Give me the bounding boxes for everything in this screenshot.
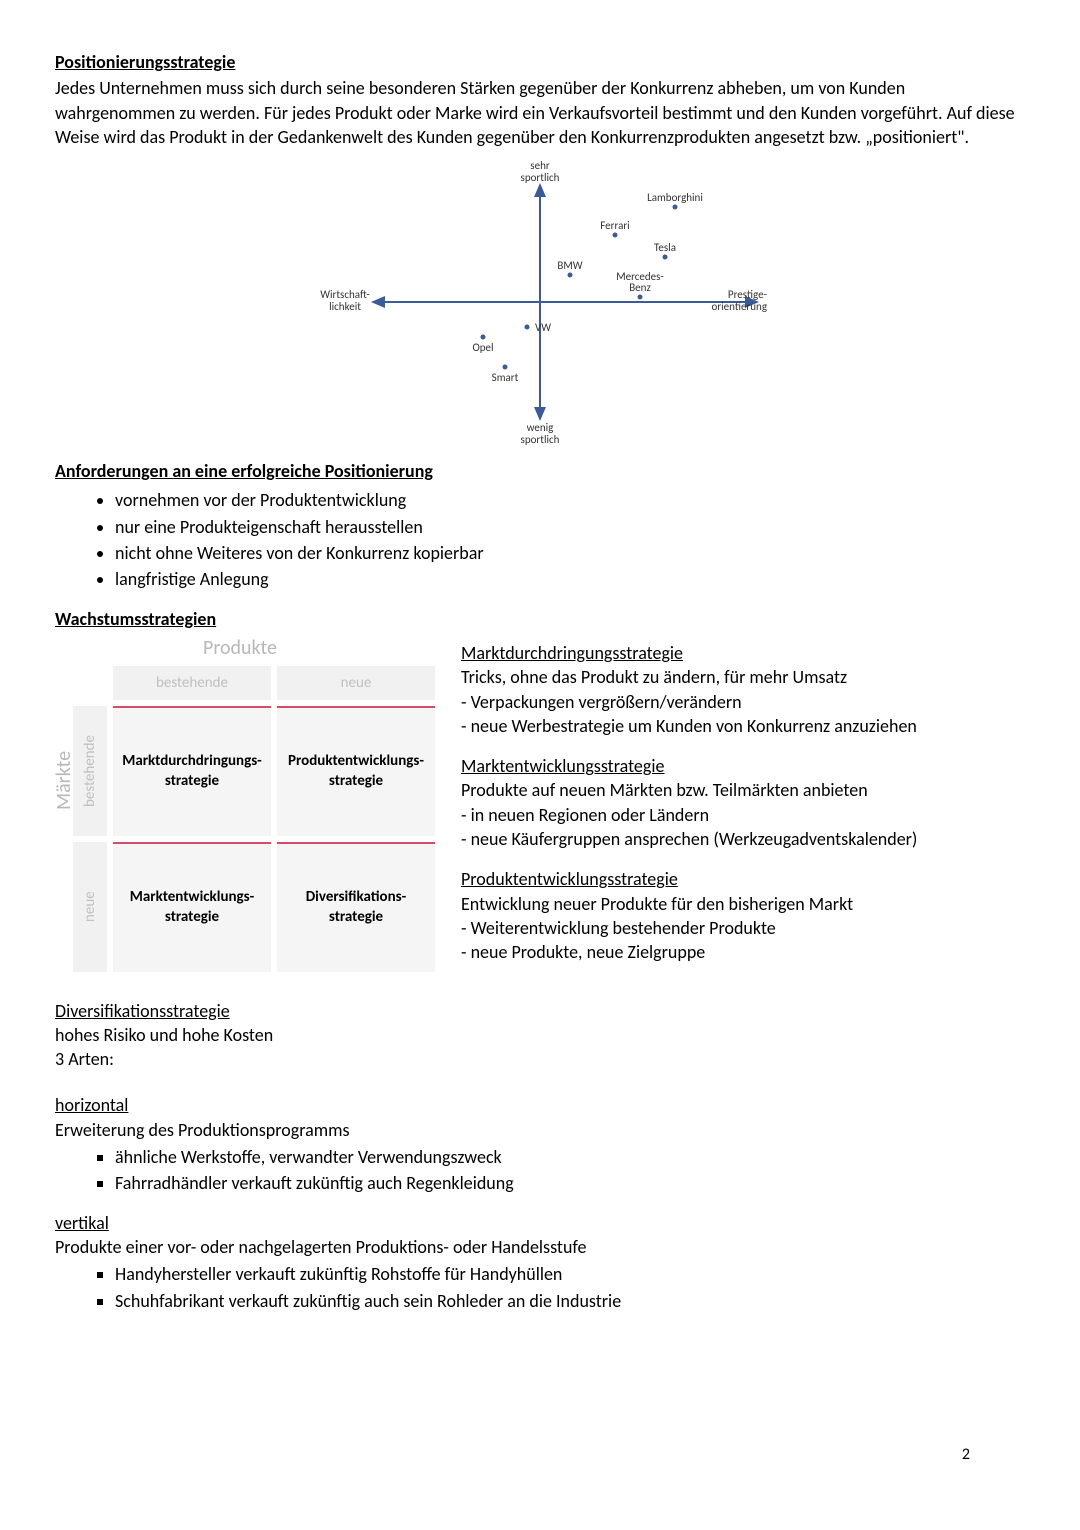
list-item: langfristige Anlegung xyxy=(115,566,1025,592)
svg-text:Smart: Smart xyxy=(492,371,519,384)
svg-text:orientierung: orientierung xyxy=(712,300,767,313)
list-item: nur eine Produkteigenschaft herausstelle… xyxy=(115,514,1025,540)
strat-line: - in neuen Regionen oder Ländern xyxy=(461,803,1025,827)
list-item: Fahrradhändler verkauft zukünftig auch R… xyxy=(115,1170,1025,1196)
strat-line: Entwicklung neuer Produkte für den bishe… xyxy=(461,892,1025,916)
ansoff-cell: Diversifikations-strategie xyxy=(277,842,435,972)
strat-line: - Weiterentwicklung bestehender Produkte xyxy=(461,916,1025,940)
ansoff-cell: Marktdurchdringungs-strategie xyxy=(113,706,271,836)
vertikal-title: vertikal xyxy=(55,1211,1025,1235)
svg-text:sportlich: sportlich xyxy=(521,171,560,184)
strat-title: Marktdurchdringungsstrategie xyxy=(461,641,1025,665)
vertikal-line: Produkte einer vor- oder nachgelagerten … xyxy=(55,1235,1025,1259)
svg-text:Opel: Opel xyxy=(472,341,493,354)
list-item: Schuhfabrikant verkauft zukünftig auch s… xyxy=(115,1288,1025,1314)
ansoff-top-label: Produkte xyxy=(55,635,425,666)
ansoff-row-header: neue xyxy=(73,842,107,972)
strat-line: - Verpackungen vergrößern/verändern xyxy=(461,690,1025,714)
vertikal-list: Handyhersteller verkauft zukünftig Rohst… xyxy=(115,1261,1025,1314)
svg-text:VW: VW xyxy=(535,321,551,334)
svg-text:Tesla: Tesla xyxy=(654,241,676,254)
strat-title: Produktentwicklungsstrategie xyxy=(461,867,1025,891)
heading-anforderungen: Anforderungen an eine erfolgreiche Posit… xyxy=(55,459,1025,483)
svg-text:lichkeit: lichkeit xyxy=(329,300,361,313)
strategies-text: Marktdurchdringungsstrategie Tricks, ohn… xyxy=(425,635,1025,981)
ansoff-cell: Marktentwicklungs-strategie xyxy=(113,842,271,972)
ansoff-matrix: Produkte Märkte bestehende neue bestehen… xyxy=(55,635,425,972)
ansoff-col-header: bestehende xyxy=(113,666,271,700)
list-item: ähnliche Werkstoffe, verwandter Verwendu… xyxy=(115,1144,1025,1170)
divers-title: Diversifikationsstrategie xyxy=(55,999,1025,1023)
strat-line: Produkte auf neuen Märkten bzw. Teilmärk… xyxy=(461,778,1025,802)
horizontal-line: Erweiterung des Produktionsprogramms xyxy=(55,1118,1025,1142)
strat-title: Marktentwicklungsstrategie xyxy=(461,754,1025,778)
ansoff-row-header: bestehende xyxy=(73,706,107,836)
divers-line: 3 Arten: xyxy=(55,1047,1025,1071)
horizontal-title: horizontal xyxy=(55,1093,1025,1117)
strat-line: - neue Werbestrategie um Kunden von Konk… xyxy=(461,714,1025,738)
list-item: nicht ohne Weiteres von der Konkurrenz k… xyxy=(115,540,1025,566)
anforderungen-list: vornehmen vor der Produktentwicklung nur… xyxy=(115,487,1025,592)
strat-line: - neue Produkte, neue Zielgruppe xyxy=(461,940,1025,964)
svg-text:BMW: BMW xyxy=(557,259,582,272)
list-item: Handyhersteller verkauft zukünftig Rohst… xyxy=(115,1261,1025,1287)
svg-text:Ferrari: Ferrari xyxy=(600,219,629,232)
ansoff-cell: Produktentwicklungs-strategie xyxy=(277,706,435,836)
horizontal-list: ähnliche Werkstoffe, verwandter Verwendu… xyxy=(115,1144,1025,1197)
svg-text:Lamborghini: Lamborghini xyxy=(647,191,703,204)
svg-text:sportlich: sportlich xyxy=(521,433,560,446)
divers-line: hohes Risiko und hohe Kosten xyxy=(55,1023,1025,1047)
strat-line: - neue Käufergruppen ansprechen (Werkzeu… xyxy=(461,827,1025,851)
heading-wachstum: Wachstumsstrategien xyxy=(55,607,1025,631)
para-positionierung: Jedes Unternehmen muss sich durch seine … xyxy=(55,76,1025,149)
list-item: vornehmen vor der Produktentwicklung xyxy=(115,487,1025,513)
svg-text:Benz: Benz xyxy=(629,281,651,294)
page-number: 2 xyxy=(962,1444,970,1466)
strat-line: Tricks, ohne das Produkt zu ändern, für … xyxy=(461,665,1025,689)
positioning-chart: sehrsportlichwenigsportlichWirtschaft-li… xyxy=(55,157,1025,447)
ansoff-col-header: neue xyxy=(277,666,435,700)
heading-positionierung: Positionierungsstrategie xyxy=(55,50,1025,74)
